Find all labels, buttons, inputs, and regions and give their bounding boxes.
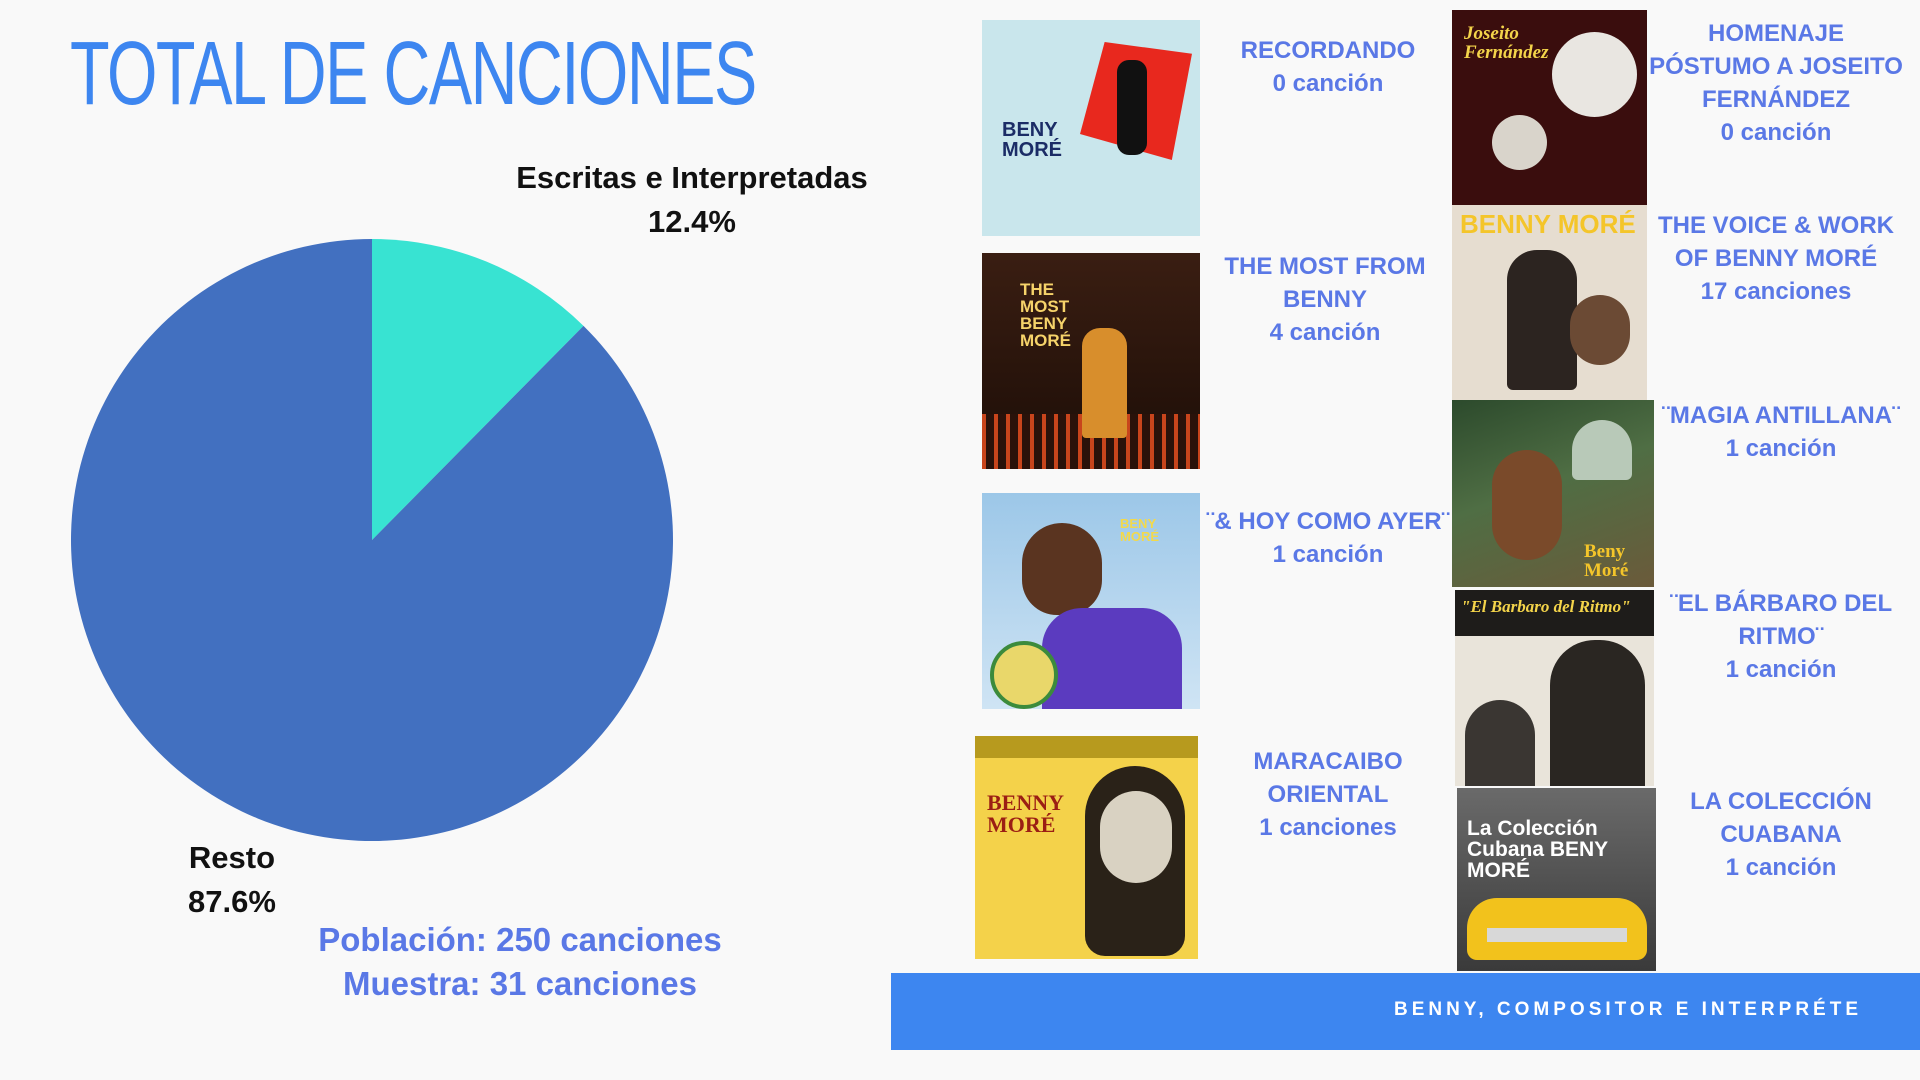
album-title-line: MARACAIBO [1253,748,1403,775]
album-title-line: RITMO¨ [1738,623,1824,650]
album-caption-voice-work: THE VOICE & WORK OF BENNY MORÉ 17 cancio… [1630,209,1920,308]
pie-slice-rest [70,239,674,841]
album-caption-homenaje: HOMENAJE PÓSTUMO A JOSEITO FERNÁNDEZ 0 c… [1628,17,1920,149]
album-count: 0 canción [1272,70,1384,97]
album-cover-voice-work: BENNY MORÉ [1452,205,1647,400]
album-cover-text-homenaje: Joseito Fernández [1464,23,1549,63]
page-title: TOTAL DE CANCIONES [70,24,757,124]
album-cover-the-most: THE MOST BENY MORÉ [982,253,1200,469]
album-caption-the-most: THE MOST FROM BENNY 4 canción [1175,250,1475,349]
album-cover-text-recordando: BENY MORÉ [1002,119,1062,161]
pie-label-written-value: 12.4% [648,204,736,239]
album-cover-recordando: BENY MORÉ [982,20,1200,236]
album-title-line: ORIENTAL [1267,781,1389,808]
pie-label-rest-value: 87.6% [188,884,276,919]
stats-block: Población: 250 canciones Muestra: 31 can… [300,918,740,1006]
album-count: 1 canción [1725,854,1837,881]
footer-text: BENNY, COMPOSITOR E INTERPRÉTE [1393,999,1862,1020]
album-count: 4 canción [1269,319,1381,346]
sample-text: Muestra: 31 canciones [343,965,697,1002]
album-count: 0 canción [1720,119,1832,146]
pie-slice-written [372,239,584,540]
album-title-line: BENNY [1282,286,1367,313]
album-cover-text-magia: Beny Moré [1584,541,1629,581]
album-title-line: THE MOST FROM [1224,253,1426,280]
album-cover-coleccion: La Colección Cubana BENY MORÉ [1457,788,1656,971]
pie-label-rest-name: Resto [188,840,276,875]
album-cover-text-hoy-como-ayer: BENY MORÉ [1120,516,1159,544]
pie-label-written-name: Escritas e Interpretadas [516,160,868,195]
album-caption-maracaibo: MARACAIBO ORIENTAL 1 canciones [1178,745,1478,844]
album-cover-maracaibo: BENNY MORÉ [975,736,1198,959]
album-title-line: ¨EL BÁRBARO DEL [1669,590,1893,617]
album-count: 1 canciones [1259,814,1397,841]
pie-label-rest: Resto 87.6% [132,836,332,924]
album-caption-magia: ¨MAGIA ANTILLANA¨ 1 canción [1640,399,1920,465]
album-cover-barbaro: "El Barbaro del Ritmo" [1455,590,1654,786]
album-caption-coleccion: LA COLECCIÓN CUABANA 1 canción [1640,785,1920,884]
album-cover-magia: Beny Moré [1452,400,1654,587]
album-title-line: ¨& HOY COMO AYER¨ [1206,508,1450,535]
pie-label-written: Escritas e Interpretadas 12.4% [512,156,872,244]
album-cover-text-coleccion: La Colección Cubana BENY MORÉ [1467,817,1608,882]
album-title-line: PÓSTUMO A JOSEITO [1649,53,1903,80]
album-cover-text-voice-work: BENNY MORÉ [1460,209,1636,239]
album-title-line: CUABANA [1720,821,1842,848]
album-cover-text-maracaibo: BENNY MORÉ [987,790,1064,837]
footer-bar: BENNY, COMPOSITOR E INTERPRÉTE [891,973,1920,1050]
album-title-line: LA COLECCIÓN [1690,788,1872,815]
album-cover-homenaje: Joseito Fernández [1452,10,1647,205]
album-title-line: RECORDANDO [1240,37,1416,64]
album-cover-text-the-most: THE MOST BENY MORÉ [1020,280,1071,350]
pie-chart [70,239,674,841]
album-title-line: THE VOICE & WORK [1657,212,1894,239]
album-caption-hoy-como-ayer: ¨& HOY COMO AYER¨ 1 canción [1178,505,1478,571]
album-title-line: ¨MAGIA ANTILLANA¨ [1661,402,1901,429]
album-cover-text-barbaro: "El Barbaro del Ritmo" [1461,597,1631,616]
population-text: Población: 250 canciones [318,921,722,958]
album-count: 1 canción [1725,435,1837,462]
album-caption-barbaro: ¨EL BÁRBARO DEL RITMO¨ 1 canción [1640,587,1920,686]
album-count: 1 canción [1725,656,1837,683]
album-title-line: FERNÁNDEZ [1702,86,1850,113]
album-caption-recordando: RECORDANDO 0 canción [1178,34,1478,100]
album-cover-hoy-como-ayer: BENY MORÉ [982,493,1200,709]
album-count: 1 canción [1272,541,1384,568]
album-title-line: HOMENAJE [1707,20,1845,47]
album-title-line: OF BENNY MORÉ [1674,245,1878,272]
album-count: 17 canciones [1700,278,1852,305]
